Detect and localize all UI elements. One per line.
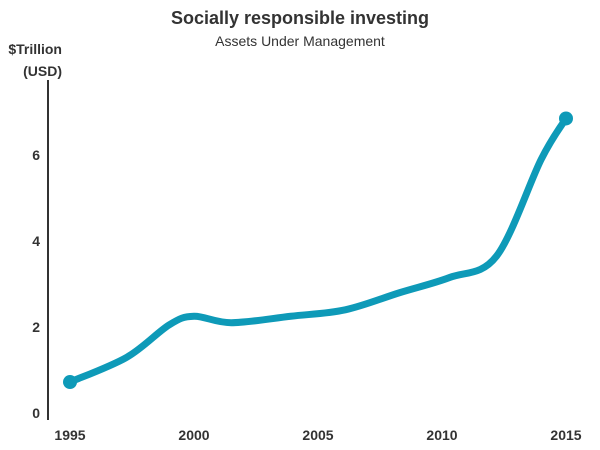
x-tick-label: 2005	[302, 427, 333, 443]
x-tick-label: 2015	[550, 427, 581, 443]
chart-subtitle: Assets Under Management	[215, 33, 385, 49]
y-tick-label: 0	[32, 405, 40, 421]
series-line	[66, 114, 570, 386]
y-axis-label-currency: (USD)	[23, 63, 62, 79]
y-axis-label: $Trillion (USD)	[2, 38, 62, 82]
y-tick-label: 4	[32, 233, 40, 249]
y-axis-label-unit: $Trillion	[8, 41, 62, 57]
y-tick-label: 2	[32, 319, 40, 335]
chart-title: Socially responsible investing	[170, 8, 430, 28]
x-tick-label: 1995	[54, 427, 85, 443]
x-tick-label: 2000	[178, 427, 209, 443]
start-point-marker	[63, 375, 77, 390]
end-point-marker	[559, 111, 573, 126]
y-tick-label: 6	[32, 147, 40, 163]
x-tick-label: 2010	[426, 427, 457, 443]
